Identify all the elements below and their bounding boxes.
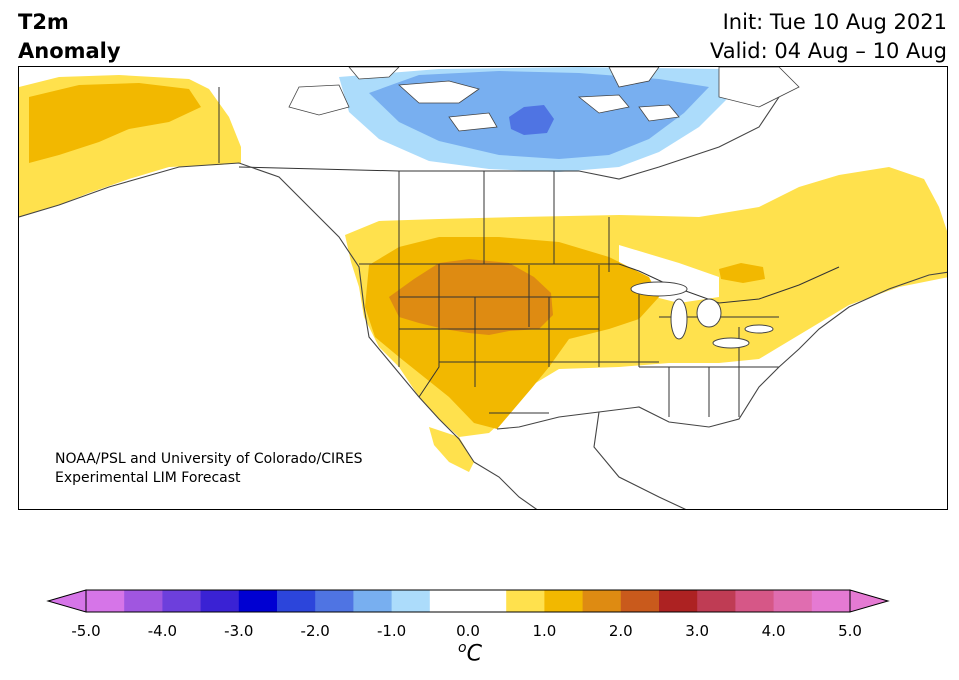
colorbar-segment: [659, 590, 698, 612]
credit-line-1: NOAA/PSL and University of Colorado/CIRE…: [55, 451, 363, 467]
colorbar-tick-label: -2.0: [300, 622, 330, 640]
colorbar-tick-label: 0.0: [456, 622, 480, 640]
colorbar-segment: [277, 590, 316, 612]
colorbar-segment: [697, 590, 736, 612]
alaska-gold-region: [29, 83, 201, 163]
init-date: Init: Tue 10 Aug 2021: [722, 10, 947, 34]
colorbar-tick-label: -5.0: [71, 622, 101, 640]
forecast-dates: Init: Tue 10 Aug 2021 Valid: 04 Aug – 10…: [710, 8, 947, 66]
colorbar-outline: [85, 589, 851, 613]
title-type: Anomaly: [18, 39, 121, 63]
colorbar-segment: [468, 590, 507, 612]
colorbar-segment: [238, 590, 278, 612]
colorbar-segment: [353, 590, 393, 612]
valid-range: Valid: 04 Aug – 10 Aug: [709, 39, 947, 63]
colorbar-max-arrow: [849, 589, 890, 613]
border-lines: [218, 87, 840, 417]
colorbar-tick-label: -1.0: [376, 622, 407, 640]
colorbar-segment: [391, 590, 431, 612]
quebec-gold-spot: [719, 263, 765, 283]
map-title: T2m Anomaly: [18, 8, 121, 66]
colorbar-tick-label: -4.0: [147, 622, 178, 640]
colorbar-segments: [86, 590, 851, 612]
map-svg: [19, 67, 947, 509]
colorbar-unit: oC: [440, 640, 500, 666]
colorbar-segment: [773, 590, 813, 612]
colorbar-tick-label: 4.0: [761, 622, 786, 640]
colorbar-segment: [582, 590, 622, 612]
colorbar-segment: [86, 590, 125, 612]
colorbar-segment: [620, 590, 660, 612]
colorbar-segment: [315, 590, 354, 612]
forecast-credit: NOAA/PSL and University of Colorado/CIRE…: [55, 450, 363, 488]
colorbar-segment: [429, 590, 469, 612]
colorbar-segment: [162, 590, 202, 612]
mexico-yellow-strip: [429, 427, 474, 472]
colorbar-tick-label: 5.0: [838, 622, 862, 640]
colorbar-tick-label: 2.0: [608, 622, 633, 640]
colorbar-segment: [124, 590, 163, 612]
unit-letter: C: [466, 641, 482, 667]
colorbar-segment: [544, 590, 584, 612]
canada-blue-region: [509, 105, 554, 135]
title-variable: T2m: [18, 10, 69, 34]
colorbar-segment: [811, 590, 851, 612]
degree-symbol: o: [458, 640, 467, 656]
colorbar-tick-label: 3.0: [685, 622, 710, 640]
colorbar-segment: [200, 590, 240, 612]
arctic-islands: [288, 67, 800, 132]
colorbar-segment: [735, 590, 775, 612]
colorbar-min-arrow: [46, 589, 87, 613]
anomaly-map: [18, 66, 948, 510]
colorbar-tick-label: -3.0: [224, 622, 254, 640]
colorbar-segment: [506, 590, 545, 612]
credit-line-2: Experimental LIM Forecast: [55, 470, 241, 486]
colorbar-tick-label: 1.0: [532, 622, 557, 640]
great-lakes: [630, 281, 774, 349]
